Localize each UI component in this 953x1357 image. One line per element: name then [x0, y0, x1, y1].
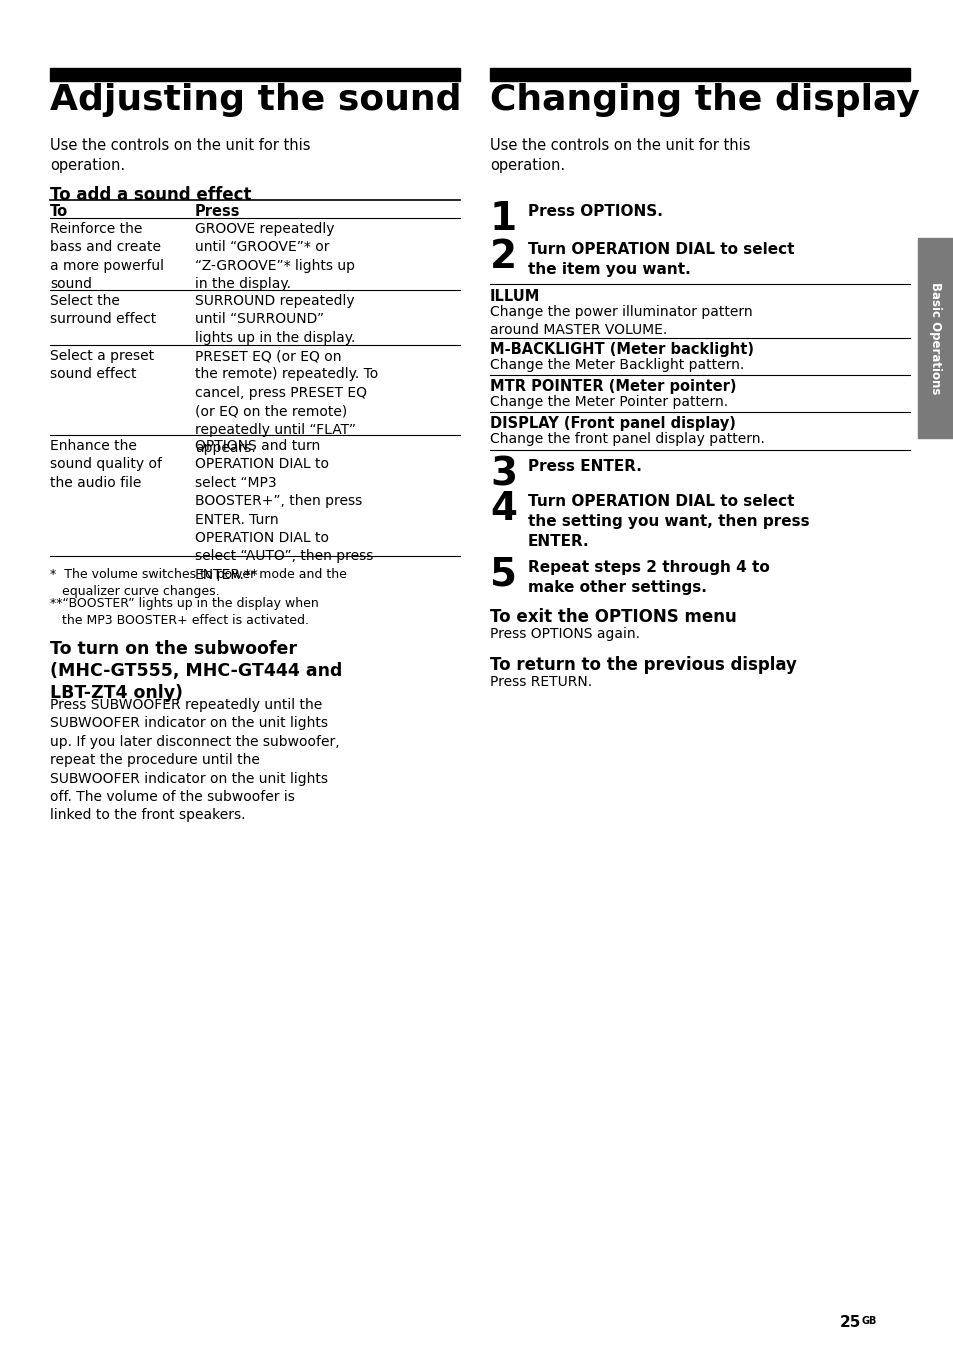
Text: Select a preset
sound effect: Select a preset sound effect [50, 349, 154, 381]
Text: OPTIONS and turn
OPERATION DIAL to
select “MP3
BOOSTER+”, then press
ENTER. Turn: OPTIONS and turn OPERATION DIAL to selec… [194, 440, 373, 582]
Text: **“BOOSTER” lights up in the display when
   the MP3 BOOSTER+ effect is activate: **“BOOSTER” lights up in the display whe… [50, 597, 318, 627]
Text: Press: Press [194, 204, 240, 218]
Text: Change the Meter Backlight pattern.: Change the Meter Backlight pattern. [490, 358, 743, 372]
Text: Press OPTIONS.: Press OPTIONS. [527, 204, 662, 218]
Text: SURROUND repeatedly
until “SURROUND”
lights up in the display.: SURROUND repeatedly until “SURROUND” lig… [194, 294, 355, 345]
Text: Reinforce the
bass and create
a more powerful
sound: Reinforce the bass and create a more pow… [50, 223, 164, 292]
Text: M-BACKLIGHT (Meter backlight): M-BACKLIGHT (Meter backlight) [490, 342, 753, 357]
Text: Turn OPERATION DIAL to select
the item you want.: Turn OPERATION DIAL to select the item y… [527, 242, 794, 277]
Text: 4: 4 [490, 490, 517, 528]
Text: To return to the previous display: To return to the previous display [490, 655, 796, 674]
Text: Press SUBWOOFER repeatedly until the
SUBWOOFER indicator on the unit lights
up. : Press SUBWOOFER repeatedly until the SUB… [50, 697, 339, 822]
Text: To turn on the subwoofer
(MHC-GT555, MHC-GT444 and
LBT-ZT4 only): To turn on the subwoofer (MHC-GT555, MHC… [50, 641, 342, 703]
Text: To exit the OPTIONS menu: To exit the OPTIONS menu [490, 608, 736, 626]
Text: Enhance the
sound quality of
the audio file: Enhance the sound quality of the audio f… [50, 440, 162, 490]
Text: Select the
surround effect: Select the surround effect [50, 294, 156, 327]
Text: Basic Operations: Basic Operations [928, 282, 942, 394]
Text: 2: 2 [490, 237, 517, 275]
Text: Change the power illuminator pattern
around MASTER VOLUME.: Change the power illuminator pattern aro… [490, 305, 752, 338]
Text: Press RETURN.: Press RETURN. [490, 674, 592, 689]
Text: To: To [50, 204, 68, 218]
Bar [50, 68, 459, 81]
Text: Adjusting the sound: Adjusting the sound [50, 83, 461, 117]
Text: 5: 5 [490, 556, 517, 594]
Text: *  The volume switches to power mode and the
   equalizer curve changes.: * The volume switches to power mode and … [50, 569, 347, 598]
Text: Change the front panel display pattern.: Change the front panel display pattern. [490, 432, 764, 446]
Text: Use the controls on the unit for this
operation.: Use the controls on the unit for this op… [50, 138, 310, 172]
Text: GB: GB [862, 1316, 877, 1326]
Text: Turn OPERATION DIAL to select
the setting you want, then press
ENTER.: Turn OPERATION DIAL to select the settin… [527, 494, 809, 548]
Text: Changing the display: Changing the display [490, 83, 919, 117]
Text: Use the controls on the unit for this
operation.: Use the controls on the unit for this op… [490, 138, 750, 172]
Text: To add a sound effect: To add a sound effect [50, 186, 252, 204]
Text: Press OPTIONS again.: Press OPTIONS again. [490, 627, 639, 641]
Text: Repeat steps 2 through 4 to
make other settings.: Repeat steps 2 through 4 to make other s… [527, 560, 769, 594]
Text: 3: 3 [490, 455, 517, 493]
Bar [490, 68, 909, 81]
Text: GROOVE repeatedly
until “GROOVE”* or
“Z-GROOVE”* lights up
in the display.: GROOVE repeatedly until “GROOVE”* or “Z-… [194, 223, 355, 292]
Text: ILLUM: ILLUM [490, 289, 539, 304]
Text: MTR POINTER (Meter pointer): MTR POINTER (Meter pointer) [490, 379, 736, 394]
Text: 1: 1 [490, 199, 517, 237]
Text: DISPLAY (Front panel display): DISPLAY (Front panel display) [490, 417, 735, 432]
Text: PRESET EQ (or EQ on
the remote) repeatedly. To
cancel, press PRESET EQ
(or EQ on: PRESET EQ (or EQ on the remote) repeated… [194, 349, 377, 455]
Text: Change the Meter Pointer pattern.: Change the Meter Pointer pattern. [490, 395, 727, 408]
Bar [917, 237, 953, 438]
Text: Press ENTER.: Press ENTER. [527, 459, 641, 474]
Text: 25: 25 [840, 1315, 861, 1330]
